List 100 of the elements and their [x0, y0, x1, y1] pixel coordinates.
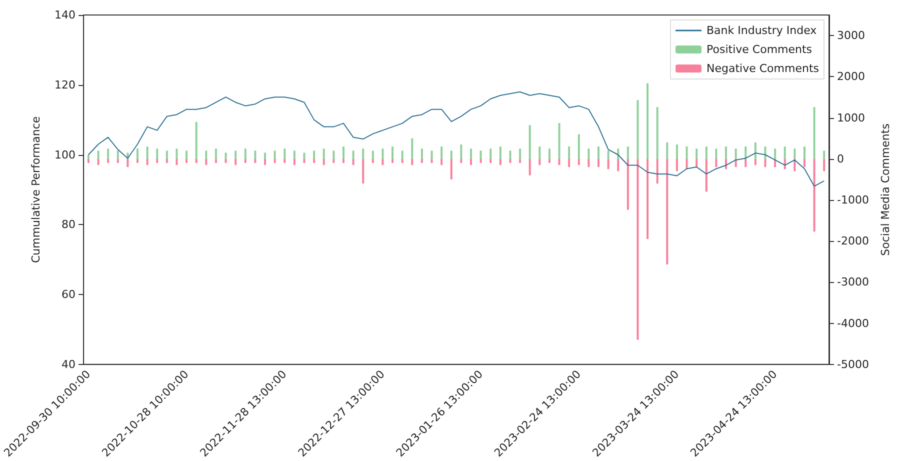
bar — [490, 148, 492, 159]
bar — [420, 158, 423, 163]
bar — [293, 158, 296, 166]
y2-tick-label: 1000 — [837, 111, 865, 124]
bar — [195, 122, 198, 159]
bar — [107, 148, 110, 159]
bar — [823, 150, 826, 159]
bar — [195, 158, 198, 163]
bar — [244, 148, 246, 159]
y-tick-label: 100 — [54, 148, 76, 162]
bar — [205, 150, 208, 159]
y-tick-label: 140 — [54, 8, 76, 22]
y-tick-label: 120 — [54, 78, 76, 92]
bar — [666, 158, 668, 264]
bar — [636, 100, 639, 159]
bar — [480, 158, 482, 163]
y2-tick-label: -5000 — [837, 358, 869, 371]
bar — [803, 158, 806, 168]
bar — [715, 148, 718, 159]
bar — [136, 158, 139, 163]
bar — [382, 158, 384, 166]
bar — [362, 158, 364, 184]
bar — [715, 158, 718, 168]
bar — [646, 158, 649, 240]
y2-tick-label: 0 — [837, 152, 844, 166]
bar — [528, 158, 531, 176]
bar — [313, 150, 316, 159]
bar — [284, 148, 286, 159]
bar — [558, 123, 560, 159]
bar — [460, 158, 462, 163]
bar — [538, 158, 541, 166]
y2-tick-label: -3000 — [837, 276, 869, 289]
bar — [626, 146, 629, 159]
bar — [813, 107, 816, 159]
y2-tick-label: -1000 — [837, 193, 869, 206]
bar — [725, 146, 728, 159]
bar — [146, 146, 148, 159]
bar — [558, 158, 560, 166]
bar — [430, 158, 433, 163]
bar — [823, 158, 826, 172]
bar — [303, 158, 306, 163]
bar — [166, 158, 168, 163]
bar — [107, 158, 110, 163]
bar — [548, 158, 550, 163]
bar — [480, 150, 482, 159]
bar — [352, 150, 354, 159]
bar — [705, 158, 708, 192]
bar — [568, 146, 570, 159]
y2-tick-label: -2000 — [837, 234, 869, 248]
bar — [636, 158, 639, 340]
bar — [293, 150, 296, 159]
bar — [332, 158, 335, 163]
bar — [372, 158, 374, 163]
bar — [87, 158, 90, 163]
bar — [774, 148, 776, 159]
bar — [676, 158, 678, 172]
y-tick-label: 80 — [62, 218, 76, 232]
bar — [176, 158, 178, 166]
bar — [264, 152, 266, 159]
bar — [342, 146, 344, 159]
bar — [186, 158, 188, 163]
bar — [156, 148, 158, 159]
bar — [234, 158, 237, 166]
bar — [303, 152, 306, 159]
bar — [156, 158, 158, 163]
legend-label: Negative Comments — [706, 62, 820, 75]
bar — [656, 158, 658, 184]
bar — [519, 158, 522, 163]
bar — [166, 150, 168, 159]
bar — [676, 144, 678, 159]
bar — [372, 150, 374, 159]
bar — [440, 146, 443, 159]
bar — [696, 148, 698, 159]
bar — [607, 150, 610, 159]
bar — [97, 158, 100, 166]
bar — [617, 158, 620, 172]
bar — [568, 158, 570, 168]
y2-tick-label: 3000 — [837, 29, 865, 42]
y2-tick-label: -4000 — [837, 316, 869, 330]
bar — [509, 158, 512, 163]
bar — [686, 146, 688, 159]
legend-label: Bank Industry Index — [706, 24, 818, 37]
bar — [744, 158, 747, 168]
bar — [401, 150, 404, 159]
bar — [450, 150, 452, 159]
bar — [401, 158, 404, 163]
bar — [136, 148, 139, 159]
bar — [205, 158, 208, 166]
bar — [214, 158, 217, 163]
bar — [322, 158, 325, 166]
bar — [598, 158, 600, 168]
bar — [420, 148, 423, 159]
bar — [548, 148, 550, 159]
bar — [490, 158, 492, 163]
bar — [392, 146, 394, 159]
bar — [264, 158, 266, 166]
y2-axis-title: Social Media Comments — [878, 123, 892, 256]
bar — [87, 154, 90, 159]
bar — [803, 146, 806, 159]
y-tick-label: 40 — [62, 358, 76, 371]
